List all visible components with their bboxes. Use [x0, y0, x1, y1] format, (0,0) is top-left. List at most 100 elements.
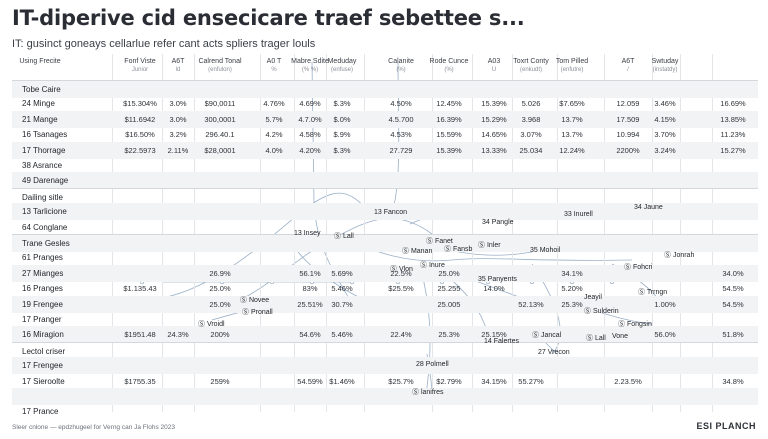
table-row[interactable]: 17 Thorrage $22.5973 2.11% $28,0001 4.0% 4.20… [12, 141, 758, 159]
table-cell: 15.27% [720, 145, 746, 155]
callout-label[interactable]: 35 Mohoil [530, 247, 561, 254]
table-row[interactable]: 17 Pranger [12, 311, 758, 328]
column-header[interactable]: Tom Pilled (enfutre) [542, 58, 602, 74]
table-row[interactable]: 24 Minge $15.304% 3.0% $90,0011 4.76% 4.69% $.… [12, 95, 758, 112]
column-header-unit: (%) [396, 67, 406, 73]
table-row[interactable]: 49 Darenage [12, 172, 758, 190]
callout-label[interactable]: Ⓢ Inure [420, 262, 445, 269]
table-row[interactable]: 16 Tsanages $16.50% 3.2% 296.40.1 4.2% 4.58% $… [12, 126, 758, 143]
column-header[interactable]: A03 U [464, 58, 524, 74]
column-header-unit: (enfuse) [330, 67, 353, 73]
table-cell: 15.29% [481, 114, 507, 124]
column-header[interactable]: A6T ld [148, 58, 208, 74]
column-header[interactable]: Fonf Viste Junior [110, 58, 170, 74]
callout-label[interactable]: Ⓢ Jancal [532, 332, 562, 339]
column-header[interactable]: A6T / [598, 58, 658, 74]
table-cell: 1.00% [654, 299, 676, 309]
column-header[interactable]: A0 T% [244, 58, 304, 74]
callout-label[interactable]: 34 Jaune [634, 204, 663, 211]
callout-label[interactable]: Ⓢ Fohcri [624, 264, 653, 271]
table-row[interactable]: 64 Conglane [12, 219, 758, 236]
table-row[interactable] [12, 388, 758, 405]
table-cell: 4.76% [263, 99, 285, 109]
table-cell: 56.1% [299, 268, 321, 278]
row-label: 21 Mange [22, 114, 58, 124]
table-row[interactable]: 13 Tarlicione [12, 203, 758, 221]
table-row[interactable]: 19 Frengee 25.0% 25.51% 30.7% 25.005 52.13% 25… [12, 295, 758, 313]
callout-label[interactable]: Ⓢ Manan [402, 248, 433, 255]
column-header[interactable]: Calanite (%) [371, 58, 431, 74]
column-header[interactable]: Calrend Tonal (enfulon) [190, 58, 250, 74]
table-cell: 4.7.0% [298, 114, 322, 124]
column-header[interactable]: Swtuday (instatdy) [635, 58, 695, 74]
table-row[interactable]: 38 Asrance [12, 157, 758, 174]
table-cell: $15.304% [123, 99, 157, 109]
table-cell: 27.729 [389, 145, 413, 155]
column-header[interactable]: Rode Cunce (%) [419, 58, 479, 74]
table-cell: 55.27% [518, 376, 544, 386]
callout-label[interactable]: 13 Insey [294, 230, 321, 237]
callout-label[interactable]: Ⓢ Vroidl [198, 321, 225, 328]
column-divider [194, 54, 195, 412]
column-header[interactable]: Mabre Sdite (% %) [280, 58, 340, 74]
row-label: 17 Sieroolte [22, 376, 65, 386]
column-header[interactable]: Toxrt Conty (enkudt) [501, 58, 561, 74]
table-cell: 25.0% [209, 284, 231, 294]
column-divider [604, 54, 605, 412]
table-cell: 25.3% [438, 330, 460, 340]
column-divider [680, 54, 681, 412]
table-cell: $90,0011 [204, 99, 236, 109]
table-row[interactable]: 17 Prance [12, 403, 758, 420]
callout-label[interactable]: 27 Vrecon [538, 349, 570, 356]
callout-label[interactable]: Ⓢ Vlon [390, 266, 413, 273]
callout-label[interactable]: Ⓢ Pronall [242, 309, 273, 316]
callout-label[interactable]: 33 Inurell [564, 211, 593, 218]
row-label: 17 Thorrage [22, 145, 66, 155]
callout-label[interactable]: Ⓢ Trrngn [638, 289, 668, 296]
callout-label[interactable]: Ⓢ Fanet [426, 238, 453, 245]
table-cell: 54.5% [722, 284, 744, 294]
table-cell: 22.5% [390, 268, 412, 278]
table-row[interactable]: 16 Pranges $1.135.43 25.0% 83% 5.46% $25.5% 25… [12, 280, 758, 297]
table-cell: 34.0% [722, 268, 744, 278]
callout-label[interactable]: Vone [612, 333, 628, 340]
footer-note: Sleer cnlone — epdzhugeel for Verng can … [12, 424, 175, 431]
table-row[interactable]: 61 Pranges [12, 249, 758, 266]
callout-label[interactable]: Ⓢ Fongsin [618, 321, 652, 328]
column-header[interactable]: Using Frecite [10, 58, 70, 66]
callout-label[interactable]: Ⓢ Inler [478, 242, 501, 249]
callout-label[interactable]: Ⓢ Jonrah [664, 252, 695, 259]
column-divider [712, 54, 713, 412]
table-row[interactable]: 17 Frengee [12, 357, 758, 375]
table-cell: $1.135.43 [123, 284, 157, 294]
table-row[interactable]: 17 Sieroolte $1755.35 259% 54.59% $1.46% $25.… [12, 373, 758, 390]
callout-label[interactable]: Ⓢ Lall [334, 233, 354, 240]
callout-label[interactable]: Ⓢ Lall [586, 335, 606, 342]
table-cell: 3.46% [654, 99, 676, 109]
callout-label[interactable]: Ⓢ Novee [240, 297, 270, 304]
callout-label[interactable]: 34 Pangle [482, 219, 514, 226]
table-cell: 200% [210, 330, 230, 340]
callout-label[interactable]: 14 Falertes [484, 338, 520, 345]
callout-label[interactable]: 13 Fancon [374, 209, 408, 216]
callout-label[interactable]: 35 Panyents [478, 276, 517, 283]
column-divider [512, 54, 513, 412]
table-row[interactable]: 16 Miragion $1951.48 24.3% 200% 54.6% 5.46% 22… [12, 326, 758, 344]
callout-label[interactable]: 28 Polmell [416, 361, 449, 368]
column-header-unit: ld [175, 67, 181, 73]
table-row[interactable]: 21 Mange $11.6942 3.0% 300,0001 5.7% 4.7.0% $.… [12, 110, 758, 128]
table-row[interactable]: 27 Mianges 26.9% 56.1% 5.69% 22.5% 25.0% 34.1%… [12, 264, 758, 282]
table-cell: 11.23% [720, 130, 746, 140]
table-cell: $16.50% [125, 130, 155, 140]
column-header-unit: (%) [444, 67, 454, 73]
column-header-unit: (enkudt) [519, 67, 542, 73]
callout-label[interactable]: Jeayil [584, 294, 602, 301]
callout-label[interactable]: Ⓢ Fansb [444, 246, 473, 253]
column-header-unit: % [271, 67, 277, 73]
callout-label[interactable]: Ⓢ Sulderin [584, 308, 619, 315]
table-cell: 25.034 [519, 145, 543, 155]
column-header[interactable]: Meduday (enfuse) [312, 58, 372, 74]
table-cell: 3.0% [169, 114, 187, 124]
callout-label[interactable]: Ⓢ lanifres [412, 389, 444, 396]
table-cell: 26.9% [209, 268, 231, 278]
